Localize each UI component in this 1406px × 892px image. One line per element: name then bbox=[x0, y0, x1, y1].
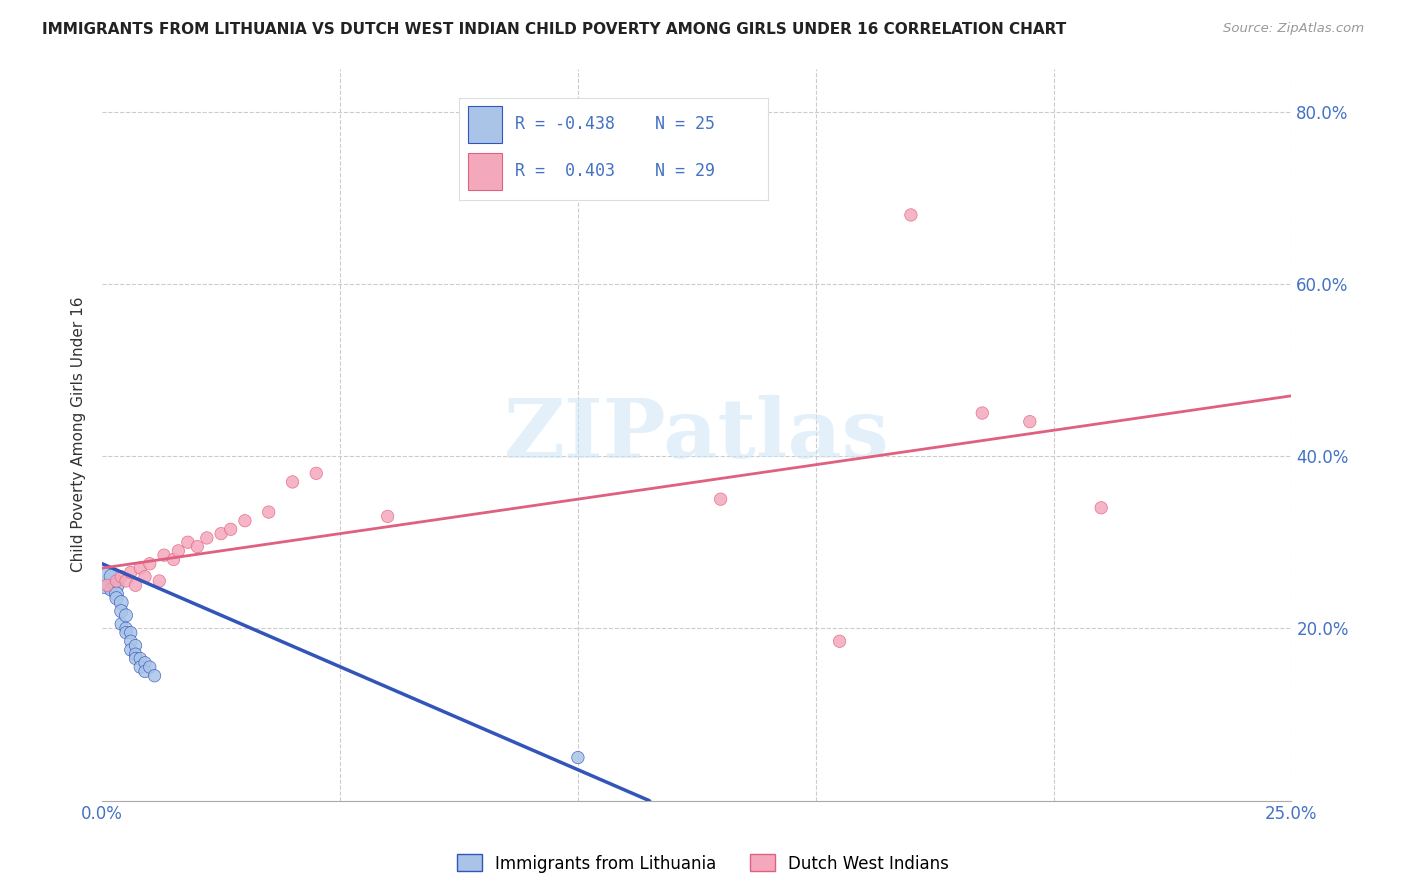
Point bbox=[972, 406, 994, 420]
Point bbox=[124, 651, 146, 665]
Point bbox=[105, 574, 128, 588]
Point bbox=[1018, 415, 1040, 429]
Point bbox=[129, 561, 152, 575]
Point bbox=[1090, 500, 1112, 515]
Point bbox=[129, 660, 152, 674]
Point bbox=[110, 617, 132, 632]
Y-axis label: Child Poverty Among Girls Under 16: Child Poverty Among Girls Under 16 bbox=[72, 297, 86, 573]
Point bbox=[281, 475, 304, 489]
Point bbox=[100, 582, 122, 597]
Point bbox=[167, 544, 190, 558]
Point bbox=[105, 587, 128, 601]
Point bbox=[124, 578, 146, 592]
Point bbox=[377, 509, 399, 524]
Point bbox=[120, 625, 142, 640]
Point bbox=[177, 535, 200, 549]
Point bbox=[710, 492, 733, 507]
Point bbox=[120, 634, 142, 648]
Point bbox=[105, 591, 128, 606]
Point bbox=[134, 656, 156, 670]
Point bbox=[129, 651, 152, 665]
Point bbox=[209, 526, 232, 541]
Point bbox=[120, 643, 142, 657]
Point bbox=[143, 669, 166, 683]
Point bbox=[110, 604, 132, 618]
Point bbox=[110, 595, 132, 609]
Text: ZIPatlas: ZIPatlas bbox=[505, 394, 890, 475]
Point bbox=[110, 570, 132, 584]
Point bbox=[186, 540, 208, 554]
Point bbox=[96, 578, 118, 592]
Point bbox=[139, 557, 162, 571]
Point bbox=[115, 621, 138, 635]
Point bbox=[115, 608, 138, 623]
Text: Source: ZipAtlas.com: Source: ZipAtlas.com bbox=[1223, 22, 1364, 36]
Point bbox=[195, 531, 218, 545]
Point bbox=[257, 505, 280, 519]
Point bbox=[115, 574, 138, 588]
Point bbox=[567, 750, 589, 764]
Point bbox=[233, 514, 256, 528]
Point bbox=[134, 665, 156, 679]
Point bbox=[124, 639, 146, 653]
Point bbox=[153, 548, 176, 562]
Point bbox=[134, 570, 156, 584]
Point bbox=[162, 552, 184, 566]
Point bbox=[305, 467, 328, 481]
Point bbox=[124, 647, 146, 661]
Legend: Immigrants from Lithuania, Dutch West Indians: Immigrants from Lithuania, Dutch West In… bbox=[450, 847, 956, 880]
Point bbox=[219, 522, 242, 536]
Point bbox=[900, 208, 922, 222]
Point bbox=[96, 574, 118, 588]
Point bbox=[828, 634, 851, 648]
Text: IMMIGRANTS FROM LITHUANIA VS DUTCH WEST INDIAN CHILD POVERTY AMONG GIRLS UNDER 1: IMMIGRANTS FROM LITHUANIA VS DUTCH WEST … bbox=[42, 22, 1066, 37]
Point bbox=[115, 625, 138, 640]
Point bbox=[105, 578, 128, 592]
Point bbox=[148, 574, 170, 588]
Point bbox=[120, 566, 142, 580]
Point bbox=[139, 660, 162, 674]
Point bbox=[100, 570, 122, 584]
